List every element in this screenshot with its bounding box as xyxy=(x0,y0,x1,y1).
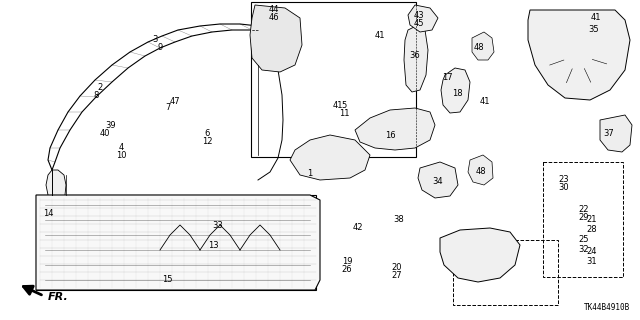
Text: 6: 6 xyxy=(204,129,210,138)
Text: 31: 31 xyxy=(587,257,597,266)
Bar xyxy=(453,240,558,305)
Text: 2: 2 xyxy=(97,84,102,92)
Text: 13: 13 xyxy=(208,241,218,250)
Text: FR.: FR. xyxy=(48,292,68,302)
Text: 41: 41 xyxy=(375,31,385,41)
Text: 48: 48 xyxy=(476,166,486,175)
Polygon shape xyxy=(355,108,435,150)
Text: 16: 16 xyxy=(385,131,396,140)
Text: 33: 33 xyxy=(212,221,223,230)
Text: 29: 29 xyxy=(579,212,589,221)
Text: 7: 7 xyxy=(165,102,171,111)
Polygon shape xyxy=(46,170,66,200)
Text: 32: 32 xyxy=(579,244,589,253)
Text: 15: 15 xyxy=(162,276,172,284)
Text: 24: 24 xyxy=(587,247,597,257)
Text: 5: 5 xyxy=(341,101,347,110)
Text: 23: 23 xyxy=(559,174,570,183)
Text: 22: 22 xyxy=(579,204,589,213)
Polygon shape xyxy=(404,25,428,92)
Text: 30: 30 xyxy=(559,182,570,191)
Text: 18: 18 xyxy=(452,89,462,98)
Text: 25: 25 xyxy=(579,236,589,244)
Text: 47: 47 xyxy=(170,97,180,106)
Text: 41: 41 xyxy=(480,97,490,106)
Text: 10: 10 xyxy=(116,150,126,159)
Text: 41: 41 xyxy=(333,100,343,109)
Polygon shape xyxy=(36,195,320,290)
Text: 11: 11 xyxy=(339,109,349,118)
Text: 43: 43 xyxy=(413,12,424,20)
Polygon shape xyxy=(600,115,632,152)
Text: 44: 44 xyxy=(269,5,279,14)
Text: 17: 17 xyxy=(442,74,452,83)
Polygon shape xyxy=(408,5,438,32)
Text: 21: 21 xyxy=(587,215,597,225)
Text: 4: 4 xyxy=(118,142,124,151)
Bar xyxy=(543,162,623,277)
Text: 42: 42 xyxy=(353,223,364,233)
Text: 39: 39 xyxy=(106,121,116,130)
Text: 48: 48 xyxy=(474,44,484,52)
Bar xyxy=(36,195,316,290)
Text: 35: 35 xyxy=(589,25,599,34)
Text: 36: 36 xyxy=(410,51,420,60)
Text: 28: 28 xyxy=(587,225,597,234)
Polygon shape xyxy=(290,135,370,180)
Text: 40: 40 xyxy=(100,129,110,138)
Text: 46: 46 xyxy=(269,13,279,22)
Text: 1: 1 xyxy=(307,169,312,178)
Text: 27: 27 xyxy=(392,270,403,279)
Text: 12: 12 xyxy=(202,137,212,146)
Polygon shape xyxy=(472,32,494,60)
Text: 26: 26 xyxy=(342,265,352,274)
Text: 3: 3 xyxy=(152,36,157,44)
Polygon shape xyxy=(468,155,493,185)
Polygon shape xyxy=(441,68,470,113)
Text: 45: 45 xyxy=(413,20,424,28)
Text: 19: 19 xyxy=(342,257,352,266)
Text: TK44B4910B: TK44B4910B xyxy=(584,303,630,312)
Text: 34: 34 xyxy=(433,177,444,186)
Polygon shape xyxy=(528,10,630,100)
Text: 9: 9 xyxy=(157,44,163,52)
Polygon shape xyxy=(250,5,302,72)
Polygon shape xyxy=(418,162,458,198)
Text: 8: 8 xyxy=(93,92,99,100)
Text: 37: 37 xyxy=(604,130,614,139)
Text: 38: 38 xyxy=(394,214,404,223)
Text: 14: 14 xyxy=(43,209,53,218)
Text: 41: 41 xyxy=(591,13,601,22)
Polygon shape xyxy=(440,228,520,282)
Bar xyxy=(251,2,416,157)
Text: 20: 20 xyxy=(392,262,403,271)
